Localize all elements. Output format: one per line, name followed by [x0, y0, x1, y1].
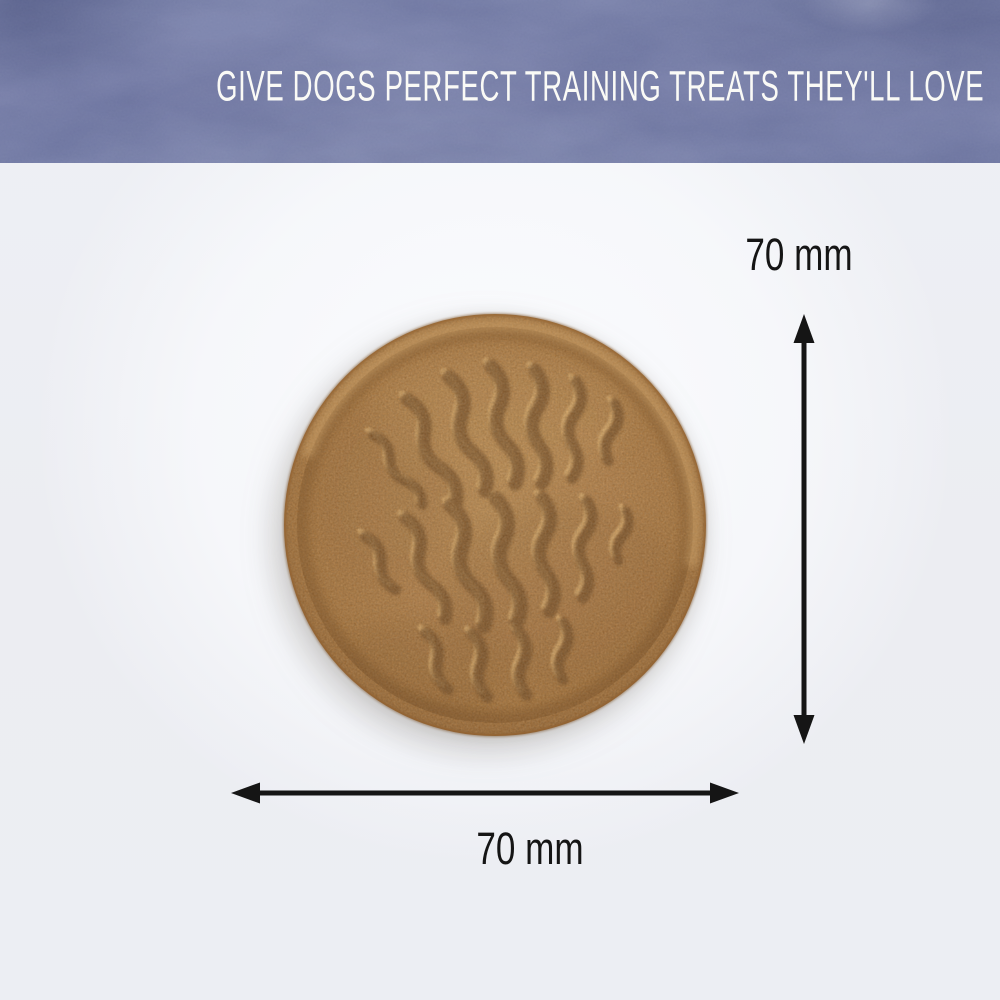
horizontal-dimension-arrow — [231, 782, 739, 804]
height-dimension-label: 70 mm — [745, 229, 853, 280]
banner-title-text: GIVE DOGS PERFECT TRAINING TREATS THEY'L… — [216, 62, 985, 111]
vertical-dimension-arrow — [793, 314, 815, 744]
header-banner: GIVE DOGS PERFECT TRAINING TREATS THEY'L… — [0, 0, 1000, 163]
dog-treat-biscuit-photo — [283, 313, 707, 737]
watercolor-texture — [0, 0, 1000, 163]
width-dimension-label: 70 mm — [476, 823, 584, 874]
banner-title: GIVE DOGS PERFECT TRAINING TREATS THEY'L… — [0, 63, 1000, 136]
